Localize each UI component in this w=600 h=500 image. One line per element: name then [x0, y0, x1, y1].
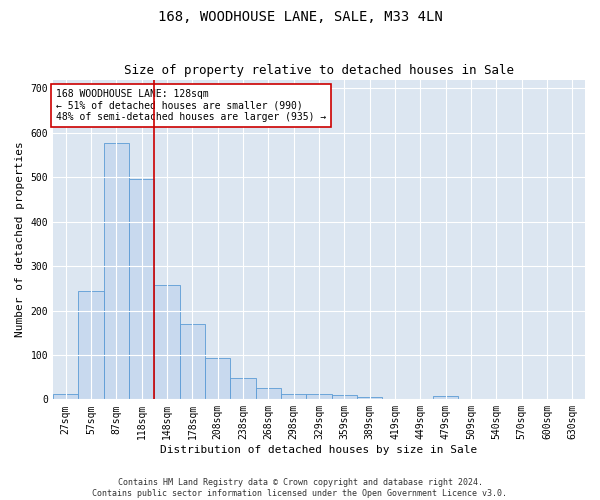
Text: 168 WOODHOUSE LANE: 128sqm
← 51% of detached houses are smaller (990)
48% of sem: 168 WOODHOUSE LANE: 128sqm ← 51% of deta… — [56, 89, 326, 122]
Bar — [433, 396, 458, 400]
Bar — [230, 378, 256, 400]
Bar — [332, 395, 357, 400]
Y-axis label: Number of detached properties: Number of detached properties — [15, 142, 25, 338]
Title: Size of property relative to detached houses in Sale: Size of property relative to detached ho… — [124, 64, 514, 77]
Bar — [179, 324, 205, 400]
Bar — [104, 143, 129, 400]
Bar — [256, 388, 281, 400]
Bar — [281, 394, 307, 400]
X-axis label: Distribution of detached houses by size in Sale: Distribution of detached houses by size … — [160, 445, 478, 455]
Bar — [129, 178, 154, 400]
Bar — [79, 292, 104, 400]
Text: Contains HM Land Registry data © Crown copyright and database right 2024.
Contai: Contains HM Land Registry data © Crown c… — [92, 478, 508, 498]
Bar — [357, 396, 382, 400]
Bar — [154, 284, 179, 400]
Bar — [53, 394, 79, 400]
Bar — [307, 394, 332, 400]
Text: 168, WOODHOUSE LANE, SALE, M33 4LN: 168, WOODHOUSE LANE, SALE, M33 4LN — [158, 10, 442, 24]
Bar — [205, 358, 230, 400]
